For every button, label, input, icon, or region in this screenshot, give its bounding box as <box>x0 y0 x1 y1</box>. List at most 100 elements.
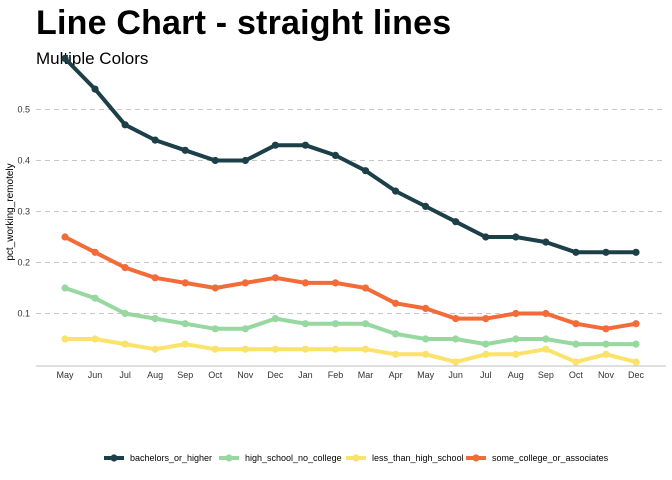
x-tick-label: Oct <box>569 370 584 380</box>
x-tick-label: May <box>56 370 74 380</box>
data-point <box>271 274 279 282</box>
x-tick-label: Nov <box>237 370 254 380</box>
data-point <box>572 340 580 348</box>
x-tick-label: Feb <box>328 370 344 380</box>
data-point <box>391 330 400 338</box>
y-tick-label: 0.4 <box>17 156 30 166</box>
data-point <box>181 146 189 154</box>
y-tick-label: 0.1 <box>17 309 30 319</box>
data-point <box>181 340 189 348</box>
data-point <box>331 279 340 287</box>
data-point <box>632 358 640 366</box>
y-tick-label: 0.5 <box>17 105 30 115</box>
y-tick-label: 0.3 <box>17 207 30 217</box>
data-point <box>512 233 520 241</box>
series-bachelors_or_higher <box>61 54 640 256</box>
x-tick-label: Aug <box>508 370 524 380</box>
series-line <box>63 337 638 364</box>
data-point <box>572 358 580 366</box>
data-point <box>452 335 460 343</box>
series-high_school_no_college <box>61 284 640 348</box>
series-line <box>63 56 638 255</box>
data-point <box>211 325 219 333</box>
data-point <box>211 284 219 292</box>
data-point <box>181 279 189 287</box>
x-tick-label: May <box>417 370 435 380</box>
legend-swatch-point <box>472 454 480 462</box>
data-point <box>241 345 249 353</box>
data-point <box>602 248 610 256</box>
x-axis-ticks: May Jun Jul Aug Sep Oct Nov Dec Jan Feb Mar Apr May J… <box>56 370 644 380</box>
y-axis-ticks: 0.1 0.2 0.3 0.4 0.5 <box>17 105 30 319</box>
data-point <box>241 156 249 165</box>
data-point <box>391 187 400 195</box>
data-point <box>542 238 550 246</box>
data-point <box>301 279 310 287</box>
data-point <box>121 121 129 129</box>
grid-lines <box>36 109 666 314</box>
data-point <box>91 294 99 302</box>
data-point <box>151 345 159 353</box>
legend-item: bachelors_or_higher <box>104 453 212 463</box>
data-point <box>542 345 550 353</box>
data-point <box>211 156 219 165</box>
series-less_than_high_school <box>61 335 640 366</box>
x-tick-label: Apr <box>389 370 403 380</box>
data-point <box>91 335 99 343</box>
legend-swatch-point <box>352 454 360 462</box>
data-point <box>61 335 69 343</box>
data-point <box>482 233 490 241</box>
legend-swatch-point <box>225 454 233 462</box>
series-line <box>63 286 638 347</box>
series-group <box>61 54 640 366</box>
data-point <box>241 325 249 333</box>
data-point <box>121 309 129 318</box>
data-point <box>151 315 159 323</box>
data-point <box>482 340 490 348</box>
data-point <box>121 264 129 272</box>
x-tick-label: Jun <box>88 370 103 380</box>
data-point <box>602 350 610 358</box>
data-point <box>632 320 640 328</box>
data-point <box>422 350 430 358</box>
data-point <box>271 345 279 353</box>
data-point <box>361 284 370 292</box>
y-tick-label: 0.2 <box>17 258 30 268</box>
x-tick-label: Mar <box>358 370 374 380</box>
data-point <box>121 340 129 348</box>
data-point <box>91 248 99 256</box>
chart-subtitle: Multiple Colors <box>36 49 149 68</box>
x-tick-label: Jun <box>448 370 463 380</box>
data-point <box>422 335 430 343</box>
x-tick-label: Nov <box>598 370 615 380</box>
data-point <box>512 350 520 358</box>
data-point <box>422 202 430 210</box>
series-line <box>63 235 638 331</box>
legend: bachelors_or_higher high_school_no_colleg… <box>104 453 609 463</box>
x-tick-label: Jan <box>298 370 313 380</box>
legend-label: high_school_no_college <box>245 453 342 463</box>
x-tick-label: Sep <box>177 370 193 380</box>
data-point <box>151 136 159 144</box>
data-point <box>61 284 69 292</box>
data-point <box>301 320 310 328</box>
data-point <box>391 350 400 358</box>
x-tick-label: Dec <box>267 370 284 380</box>
data-point <box>602 340 610 348</box>
data-point <box>602 325 610 333</box>
data-point <box>361 320 370 328</box>
legend-swatch-point <box>110 454 118 462</box>
legend-label: less_than_high_school <box>372 453 464 463</box>
data-point <box>361 167 370 175</box>
y-axis-label: pct_working_remotely <box>5 163 16 260</box>
data-point <box>482 315 490 323</box>
data-point <box>512 335 520 343</box>
x-tick-label: Jul <box>480 370 492 380</box>
data-point <box>422 304 430 312</box>
data-point <box>91 85 99 93</box>
data-point <box>271 141 279 149</box>
data-point <box>241 279 249 287</box>
x-tick-label: Dec <box>628 370 645 380</box>
data-point <box>542 335 550 343</box>
